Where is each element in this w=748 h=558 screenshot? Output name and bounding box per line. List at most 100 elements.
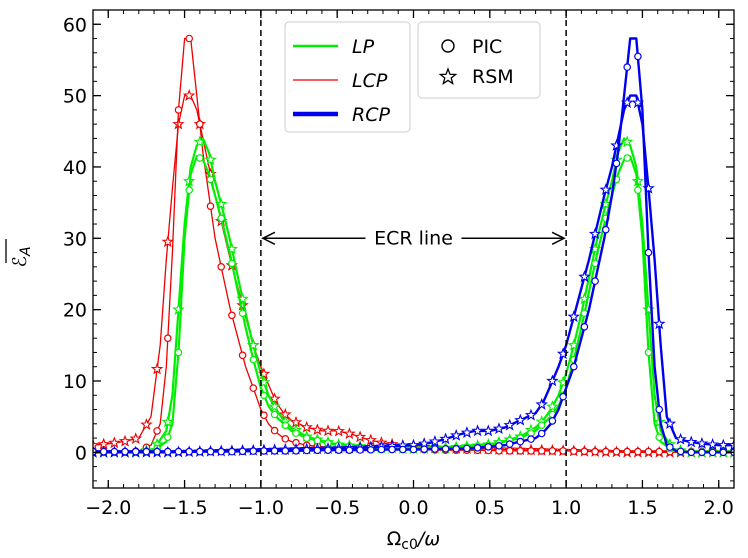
data-point: [345, 446, 354, 455]
data-point: [666, 443, 674, 451]
data-point: [546, 400, 559, 412]
data-point: [503, 418, 516, 431]
data-point: [514, 413, 527, 426]
y-axis-title: ℰA: [9, 246, 34, 267]
data-point: [601, 447, 610, 456]
data-point: [206, 175, 215, 184]
data-point: [353, 430, 367, 443]
legend-star-icon: [438, 67, 458, 85]
data-point: [260, 447, 268, 455]
data-point: [706, 438, 719, 450]
series-line-lp-pic: [93, 155, 734, 454]
data-point: [674, 432, 687, 445]
data-point: [623, 447, 632, 456]
series-rcp-rsm: [93, 94, 734, 458]
data-point: [620, 135, 634, 148]
data-point: [292, 429, 300, 437]
data-point: [428, 435, 442, 447]
data-point: [653, 415, 666, 428]
data-point: [281, 447, 290, 455]
data-point: [174, 106, 183, 114]
data-point: [324, 446, 332, 455]
data-point: [270, 410, 279, 419]
data-point: [698, 448, 706, 457]
data-point: [172, 303, 185, 315]
data-point: [537, 429, 546, 438]
data-point: [644, 447, 653, 456]
data-point: [634, 186, 642, 194]
data-point: [300, 420, 313, 433]
y-tick-label: 40: [63, 157, 87, 179]
data-point: [182, 89, 196, 102]
data-point: [559, 392, 567, 401]
y-axis-title-sub: A: [18, 246, 34, 257]
data-point: [150, 362, 164, 375]
ecr-annotation: ECR line: [261, 227, 566, 249]
data-point: [663, 417, 677, 430]
data-point: [473, 443, 482, 452]
data-point: [460, 426, 474, 439]
data-point: [463, 444, 471, 453]
data-point: [193, 135, 207, 148]
data-point: [174, 348, 183, 357]
x-axis-title: Ωc0/ω: [387, 528, 441, 553]
data-point: [684, 435, 698, 448]
data-point: [121, 447, 129, 456]
data-point: [431, 445, 439, 453]
data-point: [217, 447, 226, 456]
data-point: [471, 424, 484, 437]
data-point: [196, 154, 204, 162]
data-point: [708, 448, 717, 457]
data-point: [580, 322, 589, 331]
data-point: [302, 446, 311, 455]
x-tick-label: −0.5: [314, 497, 360, 519]
data-point: [161, 235, 174, 248]
data-point: [695, 437, 709, 449]
x-tick-label: −2.0: [85, 497, 131, 519]
x-tick-label: 1.5: [627, 497, 657, 519]
data-point: [270, 426, 279, 435]
data-point: [420, 445, 429, 454]
data-point: [228, 447, 236, 456]
data-point: [142, 447, 151, 456]
data-point: [110, 447, 119, 456]
data-point: [450, 428, 463, 441]
data-point: [131, 447, 140, 456]
y-axis-title-main: ℰ: [9, 256, 31, 268]
ecr-arrowhead-left: [261, 231, 276, 245]
series-rcp-pic: [93, 37, 734, 457]
legend-label-rsm: RSM: [472, 66, 514, 88]
data-point: [452, 444, 461, 453]
data-point: [569, 362, 578, 371]
y-ticks: 0 10 20 30 40 50 60: [63, 9, 734, 482]
data-point: [612, 447, 621, 456]
data-point: [217, 214, 226, 223]
data-point: [260, 391, 268, 400]
x-tick-label: 0.5: [475, 497, 505, 519]
data-point: [567, 310, 581, 323]
data-point: [516, 437, 525, 446]
data-point: [578, 270, 591, 283]
data-point: [535, 397, 548, 410]
data-point: [527, 447, 535, 455]
y-tick-label: 50: [63, 86, 87, 108]
data-point: [591, 277, 599, 285]
data-point: [634, 52, 642, 61]
axes: −2.0 −1.5 −1.0 −0.5 0.0 0.5 1.0 1.5 2.0 0 10 20 30 4…: [63, 9, 735, 519]
data-point: [140, 418, 153, 430]
y-tick-label: 60: [63, 14, 87, 36]
data-point: [332, 424, 346, 437]
x-tick-label: 0.0: [398, 497, 428, 519]
data-point: [537, 421, 546, 430]
data-point: [161, 415, 174, 428]
data-point: [653, 317, 666, 330]
data-point: [591, 447, 599, 456]
data-point: [204, 153, 217, 166]
data-point: [206, 202, 215, 211]
data-point: [129, 432, 143, 445]
data-point: [185, 447, 194, 456]
data-point: [164, 433, 172, 442]
data-point: [687, 448, 696, 457]
data-point: [409, 445, 418, 454]
y-tick-label: 20: [63, 300, 87, 322]
